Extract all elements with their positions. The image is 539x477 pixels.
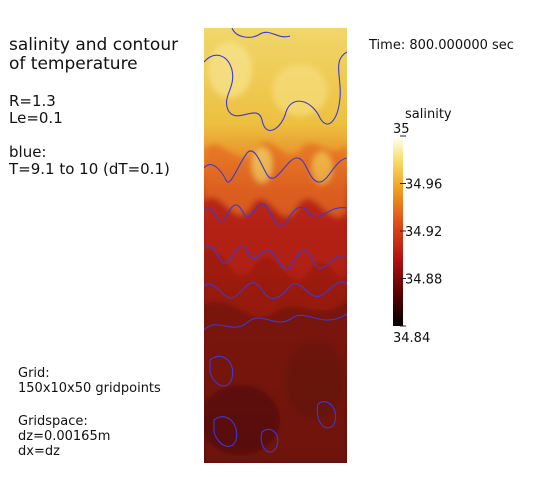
colorbar-tick-label: 34.96 — [405, 178, 442, 193]
temperature-contours — [204, 28, 347, 453]
caption-title-line2: of temperature — [9, 54, 138, 74]
param-r: R=1.3 — [9, 92, 56, 110]
colorbar-title: salinity — [405, 107, 452, 122]
colorbar-tick-label: 34.92 — [405, 225, 442, 240]
colorbar-gradient — [393, 136, 403, 326]
colorbar-tick-label: 35 — [393, 122, 410, 137]
gridspace-dz: dz=0.00165m — [18, 429, 111, 444]
grid-points: 150x10x50 gridpoints — [18, 381, 161, 396]
contour-range: T=9.1 to 10 (dT=0.1) — [9, 160, 170, 178]
gridspace-label: Gridspace: — [18, 414, 88, 429]
gridspace-dx: dx=dz — [18, 444, 60, 459]
salinity-field — [204, 28, 347, 463]
colorbar: 35 34.96 34.92 34.88 34.84 — [393, 122, 442, 346]
grid-label: Grid: — [18, 366, 50, 381]
time-label: Time: 800.000000 sec — [369, 38, 514, 53]
param-le: Le=0.1 — [9, 109, 63, 127]
colorbar-tick-label: 34.84 — [393, 331, 430, 346]
contour-color-label: blue: — [9, 143, 47, 161]
colorbar-ticks: 35 34.96 34.92 34.88 34.84 — [393, 122, 442, 346]
colorbar-tick-label: 34.88 — [405, 273, 442, 288]
caption-title-line1: salinity and contour — [9, 35, 179, 55]
